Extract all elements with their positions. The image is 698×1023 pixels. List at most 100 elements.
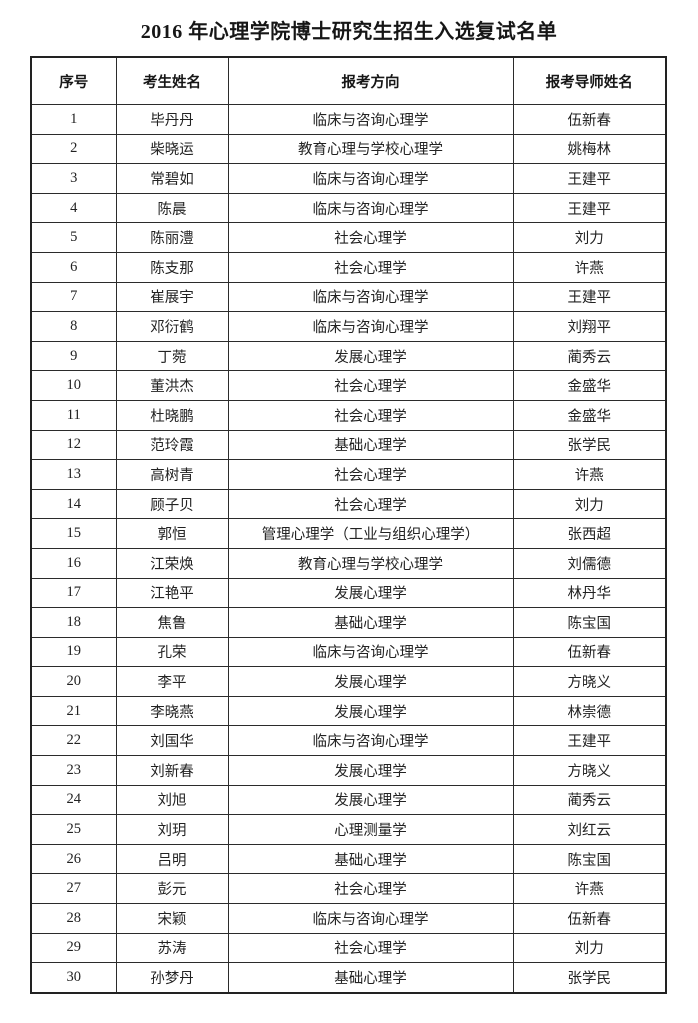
header-cell-supervisor: 报考导师姓名	[512, 56, 667, 105]
direction-cell: 社会心理学	[227, 370, 514, 401]
row-number-cell: 16	[30, 547, 117, 579]
table-row: 9 丁菀 发展心理学 蔺秀云	[30, 340, 667, 372]
candidate-name-cell: 柴晓运	[115, 133, 229, 165]
candidate-name-cell: 江艳平	[115, 577, 229, 609]
table-row: 28 宋颖 临床与咨询心理学 伍新春	[30, 903, 667, 934]
candidate-name-cell: 刘国华	[115, 725, 229, 757]
candidate-name-cell: 高树青	[115, 459, 229, 490]
row-number-cell: 4	[30, 192, 117, 224]
candidate-name-cell: 崔展宇	[115, 281, 229, 313]
candidate-name-cell: 江荣焕	[115, 547, 229, 579]
supervisor-cell: 林丹华	[512, 577, 667, 609]
row-number-cell: 11	[30, 399, 117, 431]
direction-cell: 临床与咨询心理学	[227, 725, 514, 757]
row-number-cell: 15	[30, 518, 117, 549]
row-number-cell: 24	[30, 784, 117, 816]
table-row: 21 李晓燕 发展心理学 林崇德	[30, 695, 667, 727]
supervisor-cell: 林崇德	[512, 695, 667, 727]
direction-cell: 临床与咨询心理学	[227, 163, 514, 194]
header-cell-direction: 报考方向	[227, 56, 514, 105]
supervisor-cell: 蔺秀云	[512, 340, 667, 372]
candidate-name-cell: 顾子贝	[115, 488, 229, 520]
row-number-cell: 3	[30, 163, 117, 194]
table-row: 6 陈支那 社会心理学 许燕	[30, 251, 667, 283]
row-number-cell: 26	[30, 843, 117, 875]
candidate-name-cell: 邓衍鹤	[115, 311, 229, 342]
supervisor-cell: 王建平	[512, 192, 667, 224]
supervisor-cell: 刘儒德	[512, 547, 667, 579]
table-row: 16 江荣焕 教育心理与学校心理学 刘儒德	[30, 547, 667, 579]
row-number-cell: 7	[30, 281, 117, 313]
candidate-name-cell: 陈晨	[115, 192, 229, 224]
row-number-cell: 13	[30, 459, 117, 490]
candidate-name-cell: 陈丽澧	[115, 222, 229, 253]
header-cell-name: 考生姓名	[115, 56, 229, 105]
candidate-name-cell: 苏涛	[115, 932, 229, 964]
supervisor-cell: 王建平	[512, 163, 667, 194]
direction-cell: 社会心理学	[227, 873, 514, 905]
page-title: 2016 年心理学院博士研究生招生入选复试名单	[140, 21, 558, 43]
table-row: 18 焦鲁 基础心理学 陈宝国	[30, 607, 667, 638]
row-number-cell: 25	[30, 814, 117, 845]
direction-cell: 基础心理学	[227, 843, 514, 875]
candidate-name-cell: 范玲霞	[115, 429, 229, 461]
row-number-cell: 21	[30, 695, 117, 727]
row-number-cell: 6	[30, 251, 117, 283]
direction-cell: 发展心理学	[227, 784, 514, 816]
table-row: 15 郭恒 管理心理学（工业与组织心理学） 张西超	[30, 518, 667, 549]
table-row: 2 柴晓运 教育心理与学校心理学 姚梅林	[30, 133, 667, 165]
supervisor-cell: 姚梅林	[512, 133, 667, 165]
row-number-cell: 18	[30, 607, 117, 638]
candidate-name-cell: 彭元	[115, 873, 229, 905]
table-row: 12 范玲霞 基础心理学 张学民	[30, 429, 667, 461]
table-row: 27 彭元 社会心理学 许燕	[30, 873, 667, 905]
table-row: 14 顾子贝 社会心理学 刘力	[30, 488, 667, 520]
row-number-cell: 19	[30, 636, 117, 668]
row-number-cell: 29	[30, 932, 117, 964]
supervisor-cell: 张西超	[512, 518, 667, 549]
supervisor-cell: 张学民	[512, 429, 667, 461]
direction-cell: 临床与咨询心理学	[227, 281, 514, 313]
supervisor-cell: 蔺秀云	[512, 784, 667, 816]
supervisor-cell: 王建平	[512, 281, 667, 313]
supervisor-cell: 刘翔平	[512, 311, 667, 342]
direction-cell: 社会心理学	[227, 459, 514, 490]
direction-cell: 社会心理学	[227, 932, 514, 964]
direction-cell: 临床与咨询心理学	[227, 311, 514, 342]
row-number-cell: 8	[30, 311, 117, 342]
candidate-name-cell: 李晓燕	[115, 695, 229, 727]
direction-cell: 教育心理与学校心理学	[227, 547, 514, 579]
row-number-cell: 30	[30, 962, 117, 994]
table-row: 5 陈丽澧 社会心理学 刘力	[30, 222, 667, 253]
table-row: 24 刘旭 发展心理学 蔺秀云	[30, 784, 667, 816]
direction-cell: 基础心理学	[227, 607, 514, 638]
supervisor-cell: 陈宝国	[512, 843, 667, 875]
row-number-cell: 17	[30, 577, 117, 609]
direction-cell: 发展心理学	[227, 340, 514, 372]
candidate-name-cell: 毕丹丹	[115, 104, 229, 135]
table-row: 29 苏涛 社会心理学 刘力	[30, 932, 667, 964]
row-number-cell: 1	[30, 104, 117, 135]
table-row: 23 刘新春 发展心理学 方晓义	[30, 755, 667, 786]
row-number-cell: 5	[30, 222, 117, 253]
direction-cell: 社会心理学	[227, 399, 514, 431]
supervisor-cell: 金盛华	[512, 370, 667, 401]
table-row: 22 刘国华 临床与咨询心理学 王建平	[30, 725, 667, 757]
candidate-name-cell: 孙梦丹	[115, 962, 229, 994]
candidate-name-cell: 刘旭	[115, 784, 229, 816]
row-number-cell: 2	[30, 133, 117, 165]
table-row: 20 李平 发展心理学 方晓义	[30, 666, 667, 697]
candidate-name-cell: 孔荣	[115, 636, 229, 668]
direction-cell: 发展心理学	[227, 577, 514, 609]
table-body: 1 毕丹丹 临床与咨询心理学 伍新春 2 柴晓运 教育心理与学校心理学 姚梅林 3 常碧如 临床与咨…	[30, 104, 667, 994]
supervisor-cell: 刘力	[512, 222, 667, 253]
supervisor-cell: 金盛华	[512, 399, 667, 431]
direction-cell: 发展心理学	[227, 695, 514, 727]
direction-cell: 临床与咨询心理学	[227, 104, 514, 135]
supervisor-cell: 刘力	[512, 488, 667, 520]
table-row: 30 孙梦丹 基础心理学 张学民	[30, 962, 667, 994]
row-number-cell: 12	[30, 429, 117, 461]
row-number-cell: 23	[30, 755, 117, 786]
table-row: 13 高树青 社会心理学 许燕	[30, 459, 667, 490]
row-number-cell: 20	[30, 666, 117, 697]
